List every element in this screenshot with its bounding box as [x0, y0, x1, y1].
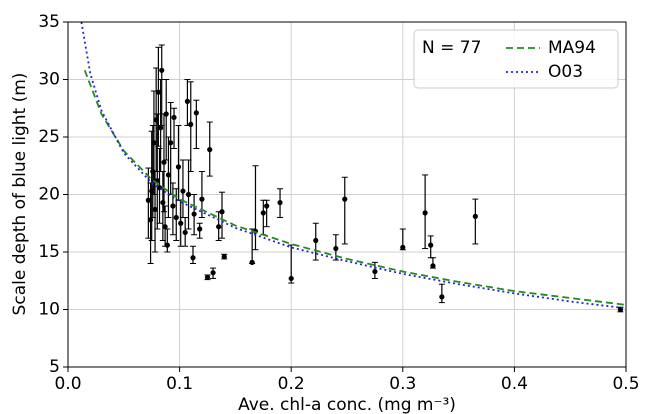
point [193, 110, 199, 116]
y-axis-label: Scale depth of blue light (m) [10, 73, 30, 316]
point [159, 67, 165, 73]
y-tick-label: 20 [38, 185, 60, 205]
y-tick-label: 25 [38, 127, 60, 147]
point [428, 242, 434, 248]
curve [83, 69, 626, 306]
point [164, 242, 170, 248]
point [168, 140, 174, 146]
point [333, 245, 339, 252]
point [152, 206, 158, 213]
point [260, 210, 266, 216]
x-axis-label: Ave. chl-a conc. (mg m⁻³) [238, 395, 456, 414]
point [170, 203, 176, 209]
x-tick-label: 0.0 [54, 374, 81, 394]
annotation: N = 77 [422, 38, 481, 58]
point [178, 220, 184, 226]
legend-box [413, 29, 619, 89]
y-tick-label: 5 [49, 357, 60, 377]
y-tick-label: 10 [38, 300, 60, 320]
point [161, 159, 167, 165]
point [264, 203, 270, 209]
point [190, 255, 196, 261]
x-tick-label: 0.2 [278, 374, 305, 394]
point [372, 268, 378, 275]
point [400, 244, 406, 250]
x-tick-label: 0.5 [612, 374, 639, 394]
point [277, 199, 283, 206]
point [155, 89, 161, 95]
plot-frame [67, 21, 627, 368]
point [171, 114, 177, 121]
point [162, 224, 168, 230]
point [197, 226, 203, 232]
point [249, 259, 255, 265]
point [151, 140, 157, 146]
x-tick-label: 0.3 [389, 374, 416, 394]
point [160, 199, 166, 206]
point [191, 211, 197, 217]
point [342, 196, 348, 202]
point [185, 191, 192, 198]
point [288, 275, 294, 282]
point [221, 254, 227, 260]
point [180, 188, 186, 194]
point [165, 172, 172, 178]
y-tick-label: 35 [38, 12, 60, 32]
legend-label: O03 [548, 62, 583, 82]
x-tick-label: 0.1 [166, 374, 193, 394]
point [158, 125, 164, 131]
point [163, 111, 169, 117]
point [422, 210, 428, 216]
point [210, 270, 216, 276]
x-tick-label: 0.4 [501, 374, 528, 394]
point [472, 213, 478, 219]
legend-label: MA94 [548, 38, 596, 58]
point [145, 197, 151, 203]
point [313, 237, 319, 244]
point [430, 263, 436, 269]
y-tick-label: 15 [38, 242, 60, 262]
point [439, 294, 445, 300]
point [216, 224, 222, 230]
point [173, 214, 179, 221]
point [184, 98, 191, 104]
point [188, 121, 194, 127]
point [207, 147, 213, 153]
point [175, 164, 182, 170]
point [204, 274, 211, 280]
point [199, 196, 205, 202]
y-tick-label: 30 [38, 70, 60, 90]
point [182, 229, 188, 236]
point [219, 209, 225, 215]
